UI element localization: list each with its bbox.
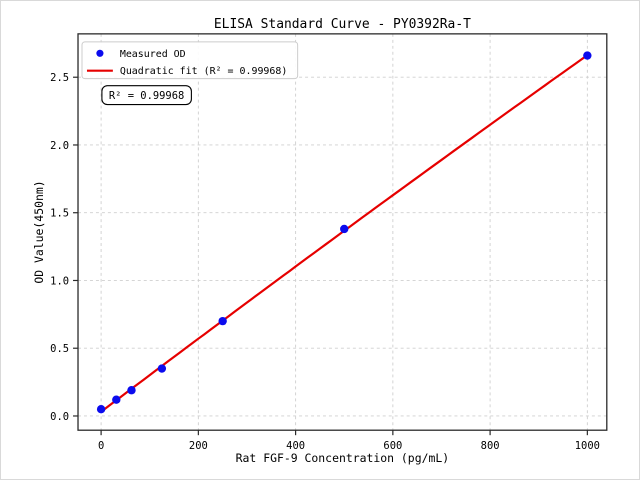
measured-points [96,51,592,414]
quadratic-fit-line [100,54,589,413]
x-tick-label: 600 [383,440,402,452]
data-point [218,316,227,326]
legend-entry-label: Measured OD [120,49,186,60]
x-tick-label: 0 [98,440,104,452]
legend-box [81,41,299,80]
data-point [96,405,106,414]
axis-ticks: 0 200 400 600 800 1000 0.0 0.5 1.0 1.5 2.0 2.5 [50,72,600,452]
grid-lines [78,33,607,431]
data-point [112,395,121,404]
annotation-box [101,85,192,106]
y-tick-label: 0.5 [50,343,69,355]
data-point [127,386,136,395]
x-axis-label: Rat FGF-9 Concentration (pg/mL) [236,451,449,465]
x-tick-label: 200 [189,440,208,452]
y-tick-label: 2.0 [50,140,69,152]
y-tick-label: 1.5 [50,208,69,220]
legend: Measured OD Quadratic fit (R² = 0.99968) [81,41,299,80]
x-tick-label: 1000 [575,440,600,452]
r-squared-annotation: R² = 0.99968 [101,85,192,106]
chart-title: ELISA Standard Curve - PY0392Ra-T [214,17,471,32]
y-axis-label: OD Value(450nm) [32,180,46,283]
x-tick-label: 400 [286,440,305,452]
data-point [157,364,167,373]
x-tick-label: 800 [481,440,500,452]
legend-entry-label: Quadratic fit (R² = 0.99968) [120,66,288,77]
y-tick-label: 1.0 [50,275,69,287]
legend-marker-dot [96,49,104,57]
data-point [340,224,349,234]
plot-frame [77,33,608,431]
data-point [583,51,592,60]
y-tick-label: 2.5 [50,72,69,84]
y-tick-label: 0.0 [50,411,69,423]
annotation-text: R² = 0.99968 [109,90,184,102]
